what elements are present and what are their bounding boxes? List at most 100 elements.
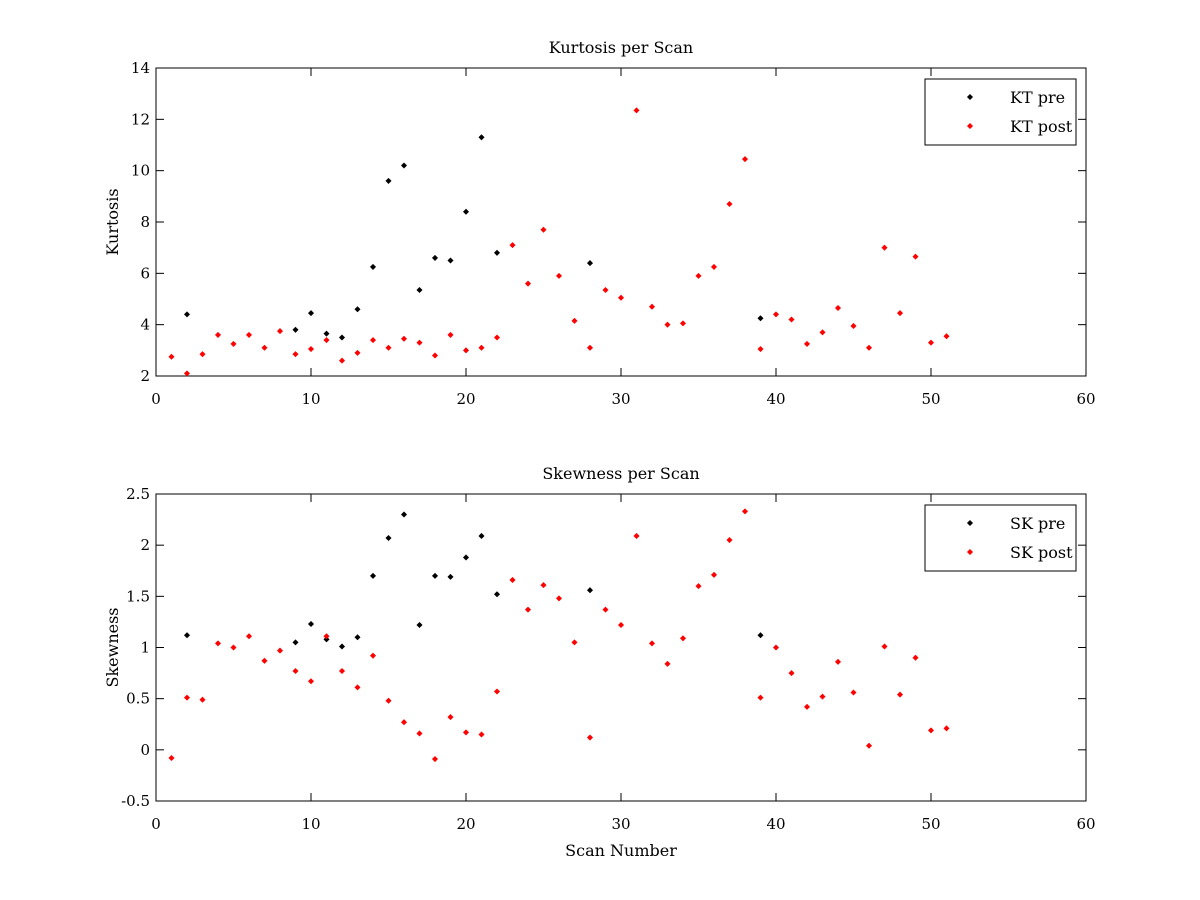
kurtosis-chart: 0 10 20 30 40 50 60 2 4 6 8 10 12 14 Kurtosis per Scan… [103, 38, 1096, 408]
skewness-point [338, 668, 346, 675]
kurtosis-title: Kurtosis per Scan [549, 38, 693, 57]
skewness-point [214, 640, 222, 647]
skewness-legend-marker [966, 519, 974, 527]
kurtosis-point [354, 306, 361, 313]
kurtosis-point [865, 344, 873, 351]
kurtosis-point [416, 286, 423, 294]
skewness-y-axis-label: Skewness [103, 607, 122, 687]
kurtosis-y-tick-label: 10 [131, 162, 150, 180]
kurtosis-point [183, 311, 191, 318]
kurtosis-point [447, 331, 454, 338]
kurtosis-point [679, 320, 687, 327]
kurtosis-point [168, 353, 175, 360]
skewness-point [230, 644, 237, 651]
kurtosis-point [633, 107, 640, 114]
kurtosis-point [757, 315, 764, 322]
skewness-point [400, 511, 408, 518]
skewness-x-tick-label: 10 [301, 815, 320, 833]
kurtosis-point [230, 340, 237, 347]
skewness-point [338, 643, 346, 650]
skewness-point [803, 703, 811, 710]
skewness-point [912, 654, 919, 661]
kurtosis-point [338, 334, 346, 341]
skewness-point [540, 582, 547, 589]
kurtosis-point [369, 337, 377, 344]
kurtosis-point [369, 263, 377, 270]
skewness-legend-label: SK pre [1010, 514, 1065, 533]
skewness-series-post [168, 508, 950, 763]
skewness-point [881, 643, 888, 650]
skewness-x-tick-label: 40 [766, 815, 785, 833]
kurtosis-y-axis-label: Kurtosis [103, 188, 122, 255]
kurtosis-legend-marker [966, 93, 974, 101]
kurtosis-point [292, 351, 299, 358]
skewness-point [307, 678, 315, 685]
skewness-point [834, 658, 842, 665]
kurtosis-point [695, 272, 702, 279]
skewness-point [571, 639, 578, 646]
skewness-point [400, 719, 408, 726]
skewness-legend-label: SK post [1010, 543, 1073, 562]
skewness-point [323, 636, 330, 643]
skewness-series-pre [183, 511, 764, 650]
skewness-point [245, 633, 253, 640]
kurtosis-point [648, 303, 656, 310]
kurtosis-y-tick-label: 6 [140, 264, 150, 282]
skewness-point [183, 632, 191, 639]
skewness-point [416, 621, 423, 629]
kurtosis-point [741, 156, 749, 163]
kurtosis-x-tick-label: 20 [456, 390, 475, 408]
skewness-point [927, 727, 935, 734]
kurtosis-point [478, 344, 485, 351]
kurtosis-point [307, 310, 315, 317]
skewness-y-tick-label: 1.5 [126, 587, 150, 605]
skewness-y-tick-label: 0 [140, 741, 150, 759]
skewness-title: Skewness per Scan [542, 464, 699, 483]
kurtosis-point [307, 346, 315, 353]
kurtosis-point [400, 335, 408, 342]
skewness-point [788, 670, 795, 677]
kurtosis-point [757, 346, 764, 353]
kurtosis-point [896, 310, 904, 317]
kurtosis-point [834, 304, 842, 312]
kurtosis-point [323, 330, 330, 337]
kurtosis-point [555, 272, 563, 279]
skewness-point [633, 532, 640, 539]
kurtosis-point [819, 329, 826, 336]
kurtosis-point [276, 328, 284, 335]
skewness-point [555, 595, 563, 602]
kurtosis-point [664, 321, 671, 328]
skewness-point [447, 714, 454, 721]
kurtosis-point [447, 257, 454, 264]
kurtosis-y-tick-label: 8 [140, 213, 150, 231]
skewness-point [354, 634, 361, 641]
kurtosis-y-tick-label: 14 [131, 59, 150, 77]
kurtosis-point [323, 337, 330, 344]
kurtosis-legend-marker [966, 122, 974, 130]
skewness-point [292, 639, 299, 646]
skewness-point [416, 730, 423, 737]
skewness-legend: SK pre SK post [924, 504, 1077, 572]
skewness-point [850, 689, 857, 696]
skewness-point [462, 554, 470, 561]
kurtosis-point [416, 339, 423, 346]
skewness-point [462, 729, 470, 736]
skewness-point [431, 756, 439, 763]
kurtosis-point [881, 244, 888, 251]
kurtosis-legend-box [924, 78, 1077, 146]
kurtosis-point [710, 263, 718, 270]
kurtosis-point [586, 260, 594, 267]
kurtosis-point [540, 226, 547, 233]
skewness-point [586, 734, 594, 741]
kurtosis-y-tick-label: 4 [140, 316, 150, 334]
kurtosis-point [912, 253, 919, 260]
skewness-point [648, 640, 656, 647]
kurtosis-legend-label: KT pre [1010, 88, 1065, 107]
kurtosis-point [261, 344, 268, 351]
skewness-point [617, 621, 625, 629]
kurtosis-point [400, 162, 408, 169]
skewness-point [865, 742, 873, 749]
